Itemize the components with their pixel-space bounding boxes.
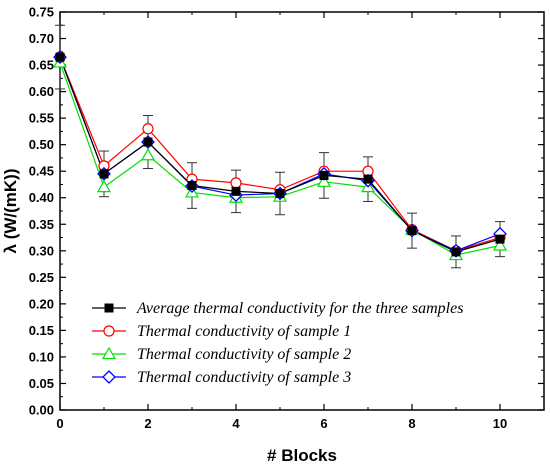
y-tick-label: 0.45 <box>29 164 54 179</box>
axes: 0.00 0.05 0.10 0.15 0.20 0.25 0.30 0.35 0.40 0.45… <box>29 5 545 431</box>
data-point <box>316 174 332 187</box>
x-tick-label: 8 <box>408 416 415 431</box>
y-tick-label: 0.50 <box>29 137 54 152</box>
y-tick-label: 0.05 <box>29 376 54 391</box>
y-tick-label: 0.35 <box>29 217 54 232</box>
data-point <box>363 174 373 184</box>
series-line-2 <box>59 56 501 252</box>
data-point <box>451 247 461 257</box>
x-axis-label: # Blocks <box>267 446 337 465</box>
data-point <box>143 137 153 147</box>
legend-marker <box>104 303 114 313</box>
data-point <box>140 148 156 161</box>
legend-entry: Thermal conductivity of sample 1 <box>137 323 351 340</box>
data-point <box>142 123 154 135</box>
series-line-4 <box>59 56 501 252</box>
data-point <box>55 52 65 62</box>
y-tick-label: 0.20 <box>29 296 54 311</box>
series-layer <box>52 24 508 269</box>
x-tick-label: 6 <box>320 416 327 431</box>
y-tick-label: 0.30 <box>29 243 54 258</box>
y-tick-label: 0.75 <box>29 5 54 20</box>
legend-marker <box>102 370 116 384</box>
legend-entry: Average thermal conductivity for the thr… <box>136 300 463 317</box>
data-point <box>319 170 329 180</box>
x-tick-label: 4 <box>232 416 240 431</box>
y-tick-label: 0.65 <box>29 58 54 73</box>
legend-entry: Thermal conductivity of sample 2 <box>137 346 351 363</box>
data-point <box>99 169 109 179</box>
data-point <box>492 238 508 251</box>
y-tick-label: 0.00 <box>29 403 54 418</box>
data-point <box>275 188 285 198</box>
x-tick-label: 2 <box>144 416 151 431</box>
series-line-3 <box>59 62 501 256</box>
y-tick-label: 0.10 <box>29 349 54 364</box>
x-tick-label: 10 <box>493 416 507 431</box>
y-tick-label: 0.70 <box>29 31 54 46</box>
legend-marker <box>103 325 115 337</box>
data-point <box>96 179 112 193</box>
data-point <box>187 181 197 191</box>
data-point <box>231 186 241 196</box>
data-point <box>495 234 505 244</box>
legend-marker <box>101 346 117 360</box>
y-tick-label: 0.15 <box>29 323 54 338</box>
y-tick-label: 0.25 <box>29 270 54 285</box>
y-tick-label: 0.55 <box>29 111 54 126</box>
data-point <box>407 226 417 236</box>
x-tick-label: 0 <box>56 416 63 431</box>
series-line-1 <box>59 56 501 253</box>
y-axis-label: λ (W/(mK)) <box>1 169 20 254</box>
y-tick-label: 0.60 <box>29 84 54 99</box>
data-point <box>230 177 242 189</box>
legend-entry: Thermal conductivity of sample 3 <box>137 369 351 386</box>
y-tick-label: 0.40 <box>29 190 54 205</box>
legend: Average thermal conductivity for the thr… <box>92 300 463 386</box>
